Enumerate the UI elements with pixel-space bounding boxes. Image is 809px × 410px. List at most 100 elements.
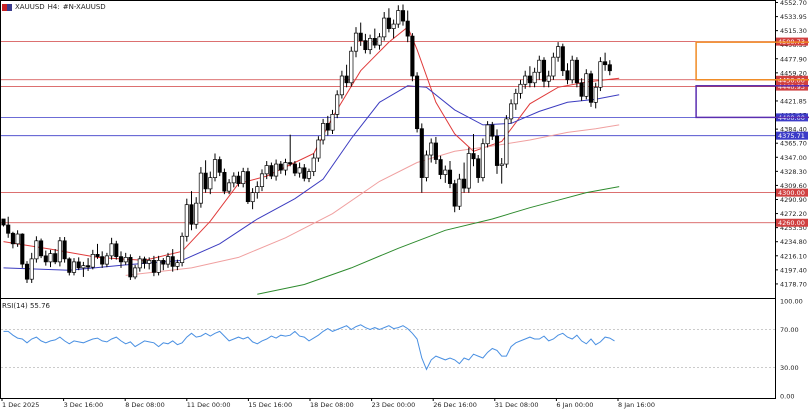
candle <box>447 161 453 189</box>
candle-body <box>189 204 194 225</box>
candle <box>321 118 326 145</box>
candle <box>480 138 485 182</box>
candle <box>231 172 236 188</box>
candle <box>34 236 39 263</box>
candle <box>316 136 321 162</box>
candle-body <box>142 258 147 264</box>
candle <box>90 249 95 270</box>
candle-body <box>161 260 166 265</box>
candle <box>396 5 401 28</box>
candle <box>593 82 598 109</box>
candle <box>76 257 81 271</box>
candle <box>241 167 246 188</box>
candle-body <box>67 258 72 273</box>
level-tag-label: 4375.71 <box>778 132 805 140</box>
candle <box>556 42 561 62</box>
candle <box>476 155 481 183</box>
candle <box>109 237 114 260</box>
time-tick-label: 31 Dec 08:00 <box>495 401 539 409</box>
candle-body <box>551 56 556 77</box>
candle-body <box>410 35 415 77</box>
candle-body <box>180 235 185 263</box>
candle-body <box>391 23 396 29</box>
candle <box>494 129 500 174</box>
candle <box>288 134 293 167</box>
candle <box>133 264 138 280</box>
candle-body <box>222 171 227 192</box>
candle <box>259 169 265 192</box>
candle-body <box>603 61 608 66</box>
time-tick-label: 3 Dec 16:00 <box>64 401 104 409</box>
candle-body <box>316 139 321 159</box>
candle-body <box>236 175 241 184</box>
candle <box>95 243 100 259</box>
candle-body <box>546 75 551 82</box>
candle <box>104 252 109 268</box>
candle <box>189 191 194 231</box>
candle <box>198 167 203 208</box>
candle <box>574 57 579 88</box>
candle <box>311 153 316 177</box>
candle-body <box>118 256 124 263</box>
candle <box>118 251 124 268</box>
candle <box>283 158 288 176</box>
candle <box>598 57 603 92</box>
candle-body <box>598 61 603 88</box>
price-tick-label: 4253.50 <box>780 224 807 232</box>
candle-body <box>208 177 213 190</box>
price-tick-label: 4384.40 <box>780 126 807 134</box>
rsi-plot-frame <box>0 298 776 399</box>
candle <box>39 238 44 259</box>
candle-body <box>438 159 443 175</box>
ma-line <box>3 26 620 261</box>
candle-body <box>306 171 312 179</box>
level-tag-label: 4300.00 <box>778 189 805 197</box>
rsi-line <box>3 324 615 371</box>
rsi-tick-label: 100.00 <box>780 298 803 306</box>
candle <box>471 133 476 167</box>
candle <box>457 173 462 210</box>
level-tag-label: 4260.00 <box>778 219 805 227</box>
candle <box>29 252 34 283</box>
orange-zone <box>695 41 809 81</box>
candle-body <box>588 73 594 103</box>
candle-body <box>457 178 462 207</box>
candle-body <box>81 265 86 269</box>
candle-body <box>382 17 387 38</box>
candle <box>212 153 218 182</box>
candle-body <box>156 260 161 273</box>
candle <box>306 168 312 183</box>
candle <box>339 70 344 99</box>
price-tick-label: 4197.40 <box>780 266 807 274</box>
candle-body <box>147 260 152 264</box>
candle <box>588 70 594 107</box>
candle-body <box>311 157 316 172</box>
candle-body <box>377 36 382 46</box>
price-tick-label: 4216.10 <box>780 252 807 260</box>
candle <box>86 258 91 271</box>
candle <box>344 64 349 88</box>
candle <box>607 60 612 76</box>
candle-body <box>396 10 401 25</box>
candle <box>537 55 542 80</box>
candle-body <box>433 142 438 160</box>
ma-line <box>3 85 620 271</box>
candle-body <box>504 118 509 165</box>
candle-body <box>283 162 288 171</box>
candle-body <box>128 257 133 278</box>
candle-body <box>527 75 532 84</box>
candle <box>400 4 406 26</box>
candle-body <box>170 256 175 267</box>
candle-body <box>513 92 518 105</box>
candle <box>584 69 589 100</box>
candle <box>67 257 72 276</box>
candle <box>386 8 391 33</box>
candle <box>382 12 387 41</box>
candle-body <box>335 94 340 115</box>
timeframe-label: H4: <box>47 3 60 11</box>
symbol-label: XAUUSD <box>15 3 45 11</box>
candle-body <box>212 159 218 178</box>
candle <box>170 249 175 272</box>
candle-body <box>447 169 453 184</box>
